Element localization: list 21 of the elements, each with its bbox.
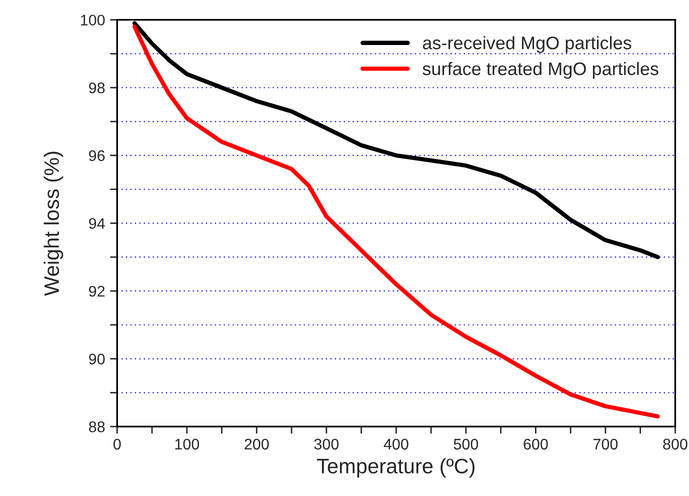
line-series [132,24,660,418]
x-tick-label: 0 [113,438,121,450]
x-tick-label: 200 [244,438,269,450]
x-tick-label: 700 [594,438,618,450]
legend-label: as-received MgO particles [422,36,632,53]
y-tick-label: 100 [81,14,105,26]
x-tick-label: 800 [663,438,688,450]
x-axis-title: Temperature (ºC) [317,458,475,478]
legend-label: surface treated MgO particles [422,62,658,79]
y-tick-label: 90 [89,354,105,364]
y-tick-label: 92 [89,286,105,297]
y-tick-label: 88 [88,421,105,432]
x-tick-label: 400 [384,438,408,450]
y-tick-label: 96 [89,150,105,162]
x-tick-label: 300 [314,438,339,450]
x-tick-label: 500 [454,438,478,450]
y-tick-label: 98 [89,82,105,94]
y-axis-title: Weight loss (%) [44,152,64,296]
x-tick-label: 100 [175,438,200,450]
y-tick-label: 94 [89,218,105,229]
x-tick-label: 600 [524,438,548,450]
